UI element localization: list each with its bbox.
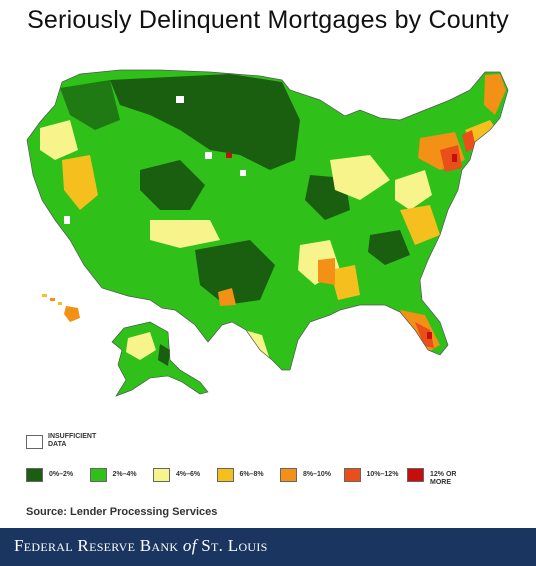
region-8-10-mississippi-delta <box>318 258 335 285</box>
legend-swatch <box>89 468 107 482</box>
legend-item: 10%–12% <box>343 468 408 487</box>
region-0-2-appalachia <box>368 230 410 265</box>
us-outline <box>26 69 509 371</box>
insufficient-data-county <box>240 170 246 176</box>
legend-insufficient-swatch <box>26 435 43 449</box>
counties-layer <box>27 70 508 370</box>
hawaii-island <box>42 294 47 297</box>
county-12plus-new-jersey <box>452 154 457 162</box>
legend-item: 6%–8% <box>216 468 281 487</box>
county-12plus-plains <box>226 153 232 158</box>
region-6-8-gulf <box>330 265 360 300</box>
region-0-2-northwest <box>60 80 120 130</box>
footer-brand-part2: St. Louis <box>196 536 268 555</box>
region-4-6-ohio-valley <box>330 155 390 200</box>
region-10-12-south-florida <box>415 322 434 348</box>
legend-item: 4%–6% <box>153 468 217 487</box>
legend-item: 2%–4% <box>89 468 154 487</box>
legend-label: 0%–2% <box>49 471 74 478</box>
region-0-2-plains <box>110 74 300 170</box>
region-10-12-ny-nj <box>440 145 462 172</box>
region-4-6-southwest <box>150 220 220 248</box>
region-6-8-carolinas <box>400 205 440 245</box>
legend-label: 6%–8% <box>239 471 264 478</box>
map-legend: INSUFFICIENT DATA 0%–2% 2%–4% 4%–6% 6%–8% 8%… <box>26 433 526 493</box>
legend-swatch <box>26 468 43 482</box>
region-6-8-nevada <box>62 155 98 210</box>
footer-brand-of: of <box>182 536 197 555</box>
hawaii-island <box>50 298 55 301</box>
legend-label: 2%–4% <box>112 471 137 478</box>
footer-brand-part1: Federal Reserve Bank <box>14 536 183 555</box>
legend-scale: 0%–2% 2%–4% 4%–6% 6%–8% 8%–10% 10%–12% 12% OR … <box>26 468 471 487</box>
source-note: Source: Lender Processing Services <box>26 506 218 518</box>
legend-swatch <box>407 468 424 482</box>
insufficient-data-county <box>64 216 70 224</box>
insufficient-data-county <box>205 152 212 159</box>
hawaii-island <box>58 302 62 305</box>
map-svg <box>26 69 509 397</box>
legend-label: 10%–12% <box>366 471 399 478</box>
region-10-12-connecticut <box>462 130 476 152</box>
region-0-2-texas <box>195 240 275 305</box>
region-4-6-northwest <box>40 120 78 160</box>
legend-label: 4%–6% <box>176 471 201 478</box>
legend-insufficient-item: INSUFFICIENT DATA <box>26 433 108 449</box>
legend-item: 12% OR MORE <box>407 468 471 487</box>
legend-insufficient-label: INSUFFICIENT DATA <box>48 433 97 448</box>
region-4-6-appalachian <box>395 170 432 210</box>
legend-label: 8%–10% <box>303 471 332 478</box>
hawaii <box>42 294 80 322</box>
legend-swatch <box>280 468 297 482</box>
region-8-10-southwest-tx <box>218 288 236 306</box>
alaska-4-6-region <box>126 332 156 360</box>
insufficient-data-county <box>176 96 184 103</box>
hawaii-big-island <box>64 306 80 322</box>
legend-swatch <box>153 468 170 482</box>
county-12plus-miami <box>427 332 432 339</box>
legend-swatch <box>216 468 234 482</box>
chart-title: Seriously Delinquent Mortgages by County <box>27 6 509 34</box>
legend-swatch <box>343 468 361 482</box>
footer-brand: Federal Reserve Bank of St. Louis <box>14 536 268 556</box>
footer-banner: Federal Reserve Bank of St. Louis <box>0 528 536 566</box>
region-0-2-mountain <box>140 160 205 210</box>
us-county-map <box>0 60 536 420</box>
legend-item: 8%–10% <box>280 468 344 487</box>
legend-item: 0%–2% <box>26 468 90 487</box>
alaska-0-2-region <box>158 344 170 366</box>
legend-label: 12% OR MORE <box>430 471 457 486</box>
alaska <box>111 321 209 397</box>
region-8-10-maine <box>484 74 506 115</box>
